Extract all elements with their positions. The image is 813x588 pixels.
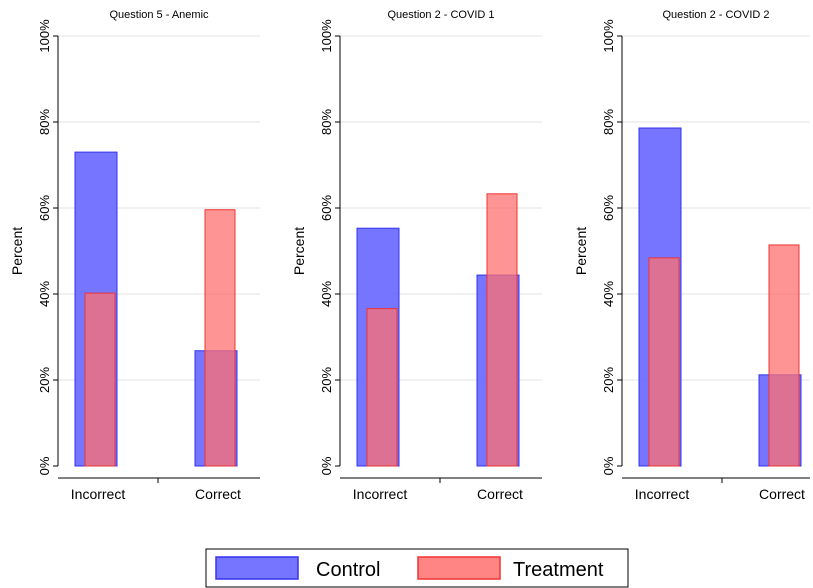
bar-treatment-incorrect — [84, 292, 116, 467]
y-tick-label: 100% — [37, 19, 52, 53]
y-axis-label: Percent — [9, 227, 25, 275]
legend-label-treatment: Treatment — [513, 559, 604, 581]
x-tick-label: Correct — [195, 486, 241, 502]
panel-title: Question 2 - COVID 2 — [663, 9, 770, 21]
bar-treatment-incorrect — [648, 257, 680, 467]
chart-panel-2: 0% 20% 40% 60% 80% 100% Percent Incorrect Correc… — [291, 9, 542, 502]
x-tick-label: Incorrect — [71, 486, 126, 502]
y-tick-label: 100% — [319, 19, 334, 53]
y-tick-label: 80% — [601, 109, 616, 135]
y-tick-label: 60% — [37, 195, 52, 221]
x-tick-label: Incorrect — [635, 486, 690, 502]
bar-treatment-correct — [204, 209, 236, 467]
y-tick-label: 40% — [319, 281, 334, 307]
x-tick-label: Correct — [477, 486, 523, 502]
y-tick-label: 0% — [319, 456, 334, 475]
x-tick-label: Correct — [759, 486, 805, 502]
y-tick-label: 80% — [319, 109, 334, 135]
y-tick-label: 0% — [37, 456, 52, 475]
y-axis-label: Percent — [291, 227, 307, 275]
y-tick-label: 60% — [601, 195, 616, 221]
y-tick-label: 20% — [601, 367, 616, 393]
legend-label-control: Control — [316, 559, 380, 581]
x-tick-label: Incorrect — [353, 486, 408, 502]
bar-treatment-correct — [768, 244, 800, 467]
y-tick-label: 20% — [319, 367, 334, 393]
y-tick-label: 100% — [601, 19, 616, 53]
chart-panel-1: 0% 20% 40% 60% 80% 100% Percent Incorrect Correc… — [9, 9, 260, 502]
y-tick-label: 40% — [37, 281, 52, 307]
legend-swatch-control — [215, 556, 299, 580]
bar-treatment-correct — [486, 193, 518, 467]
y-axis-label: Percent — [573, 227, 589, 275]
legend-swatch-treatment — [417, 556, 501, 580]
bar-treatment-incorrect — [366, 308, 398, 467]
y-tick-label: 40% — [601, 281, 616, 307]
y-tick-label: 80% — [37, 109, 52, 135]
chart-panel-3: 0% 20% 40% 60% 80% 100% Percent Incorrect Correc… — [573, 9, 810, 502]
legend: Control Treatment — [205, 548, 629, 588]
panel-title: Question 5 - Anemic — [109, 9, 209, 21]
y-tick-label: 20% — [37, 367, 52, 393]
y-tick-label: 60% — [319, 195, 334, 221]
y-tick-label: 0% — [601, 456, 616, 475]
panel-title: Question 2 - COVID 1 — [388, 9, 495, 21]
